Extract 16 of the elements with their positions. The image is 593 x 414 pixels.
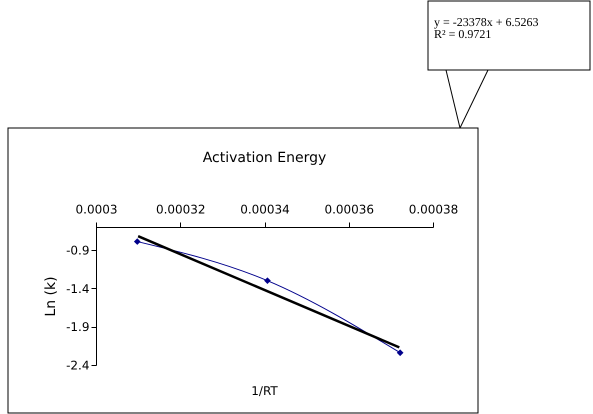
y-tick-label: -2.4 <box>66 358 90 372</box>
x-tick-label: 0.00036 <box>324 202 374 216</box>
x-tick-label: 0.00032 <box>156 202 206 216</box>
x-axis-title: 1/RT <box>251 384 278 398</box>
x-tick-label: 0.00038 <box>408 202 458 216</box>
y-axis-title: Ln (k) <box>43 276 60 317</box>
point <box>396 349 404 356</box>
x-tick-label: 0.0003 <box>76 202 118 216</box>
y-tick-label: -1.9 <box>66 320 90 334</box>
chart-title: Activation Energy <box>202 150 326 166</box>
text: y = -23378x + 6.5263 <box>434 15 539 29</box>
x-tick-label: 0.00034 <box>240 202 290 216</box>
y-tick-label: -0.9 <box>66 244 90 258</box>
point <box>134 238 141 245</box>
y-tick-label: -1.4 <box>66 282 90 296</box>
point <box>264 277 271 284</box>
